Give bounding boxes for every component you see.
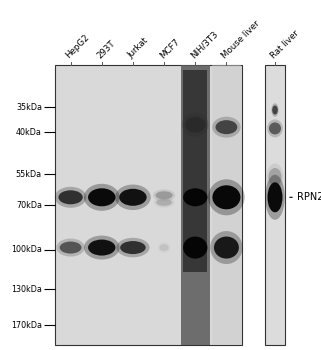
Ellipse shape: [265, 175, 285, 220]
Ellipse shape: [183, 188, 207, 206]
Bar: [55, 65, 242, 345]
Ellipse shape: [56, 239, 85, 257]
Text: 35kDa: 35kDa: [16, 103, 42, 112]
Ellipse shape: [183, 237, 207, 259]
Ellipse shape: [213, 185, 240, 209]
Bar: [181, 65, 210, 345]
Ellipse shape: [210, 231, 243, 264]
Text: 70kDa: 70kDa: [16, 201, 42, 210]
Text: Mouse liver: Mouse liver: [220, 19, 262, 60]
Ellipse shape: [116, 238, 150, 257]
Text: RPN2: RPN2: [297, 192, 321, 202]
Text: 170kDa: 170kDa: [11, 321, 42, 330]
Text: Rat liver: Rat liver: [269, 28, 300, 60]
Ellipse shape: [182, 113, 208, 136]
Ellipse shape: [84, 236, 120, 260]
Ellipse shape: [120, 241, 146, 254]
Ellipse shape: [208, 179, 245, 215]
Text: 293T: 293T: [95, 38, 117, 60]
Ellipse shape: [215, 120, 237, 134]
Text: NIH/3T3: NIH/3T3: [189, 29, 220, 60]
Ellipse shape: [160, 244, 169, 251]
Ellipse shape: [212, 117, 241, 138]
Ellipse shape: [266, 163, 283, 190]
Ellipse shape: [88, 188, 116, 206]
Ellipse shape: [158, 242, 170, 253]
Ellipse shape: [119, 189, 147, 206]
Ellipse shape: [272, 105, 278, 114]
Bar: [265, 65, 285, 345]
Ellipse shape: [154, 197, 174, 208]
Ellipse shape: [60, 241, 82, 253]
Ellipse shape: [267, 182, 282, 212]
Ellipse shape: [58, 190, 83, 204]
Text: HepG2: HepG2: [64, 33, 91, 60]
Ellipse shape: [155, 191, 173, 199]
Ellipse shape: [153, 189, 175, 201]
Text: 100kDa: 100kDa: [11, 245, 42, 254]
Ellipse shape: [88, 239, 116, 255]
Bar: [183, 70, 207, 272]
Ellipse shape: [269, 122, 281, 134]
Ellipse shape: [185, 117, 205, 133]
Text: MCF7: MCF7: [158, 37, 181, 60]
Ellipse shape: [214, 237, 239, 259]
Text: 130kDa: 130kDa: [11, 285, 42, 294]
Ellipse shape: [268, 168, 282, 186]
Text: 55kDa: 55kDa: [16, 170, 42, 179]
Ellipse shape: [84, 184, 120, 211]
Ellipse shape: [55, 187, 86, 208]
Text: 40kDa: 40kDa: [16, 128, 42, 137]
Bar: [212, 65, 241, 345]
Ellipse shape: [156, 199, 172, 206]
Ellipse shape: [115, 184, 151, 210]
Ellipse shape: [267, 119, 283, 138]
Ellipse shape: [271, 103, 279, 117]
Text: Jurkat: Jurkat: [126, 36, 151, 60]
